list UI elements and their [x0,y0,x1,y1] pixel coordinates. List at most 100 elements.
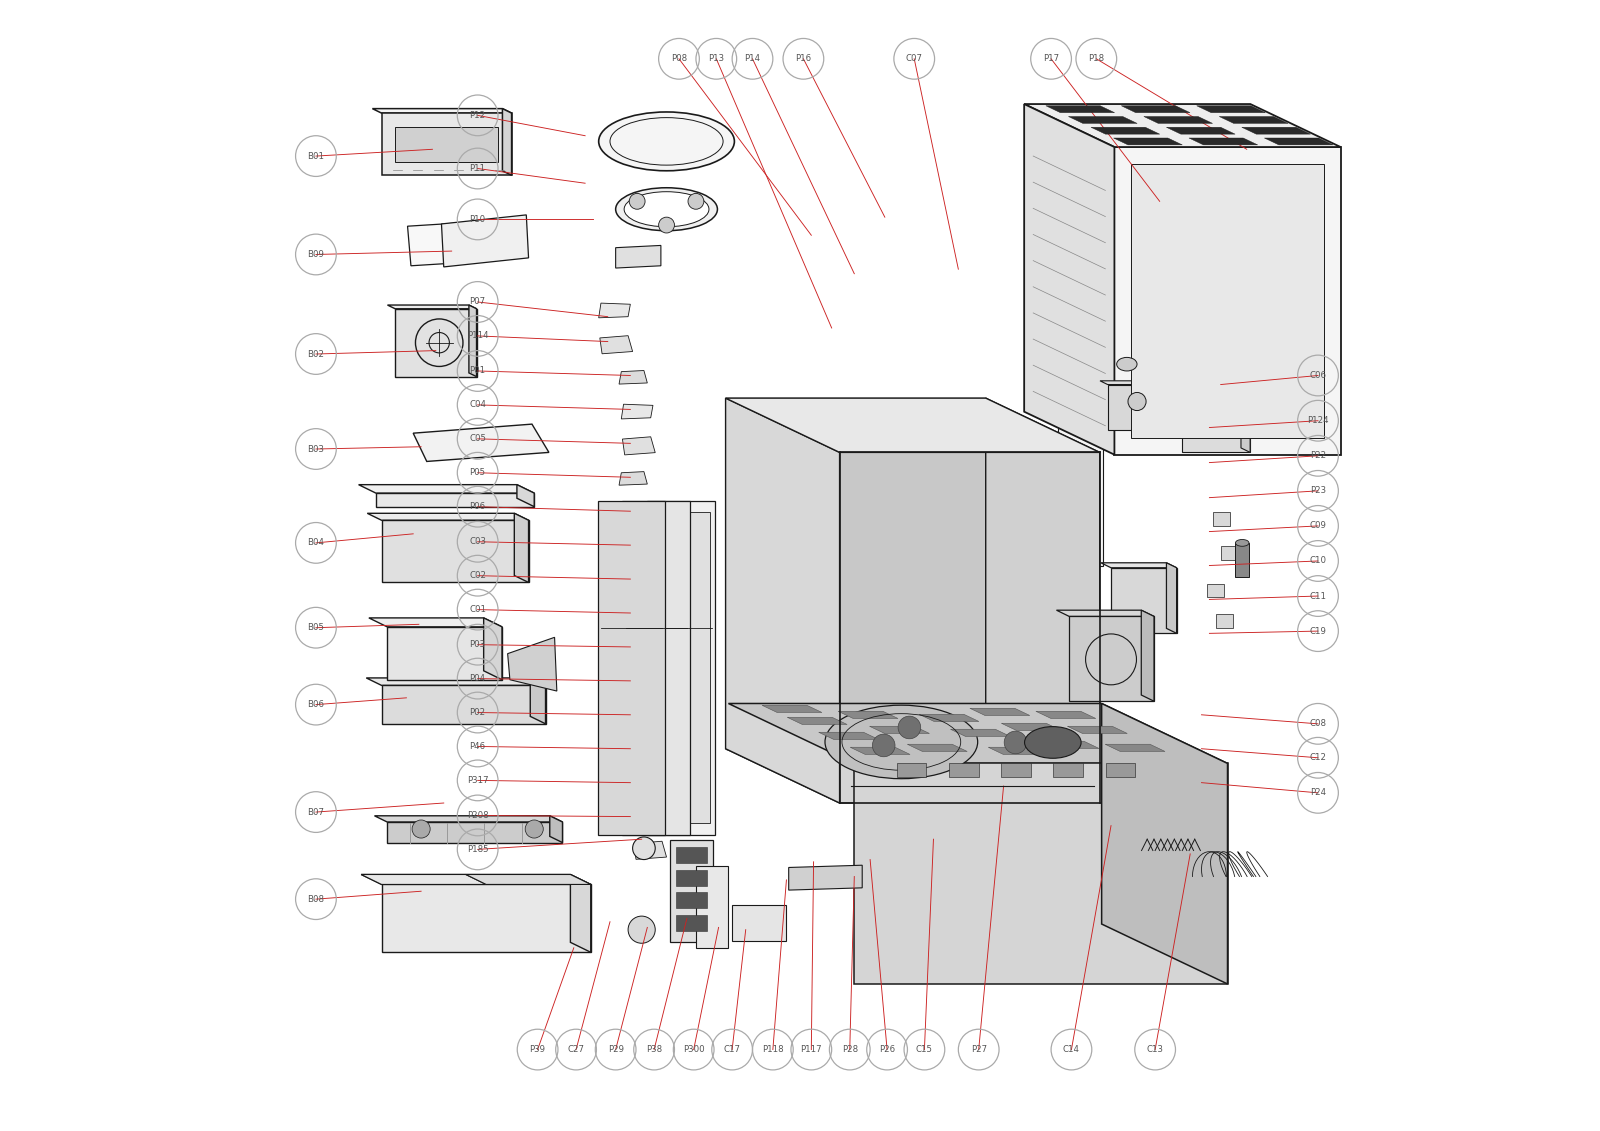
Polygon shape [1131,164,1323,438]
Polygon shape [387,305,477,309]
Polygon shape [381,685,546,724]
Polygon shape [819,732,878,740]
Polygon shape [621,708,653,723]
Circle shape [1005,731,1027,753]
Text: P16: P16 [795,54,811,63]
Polygon shape [854,763,1227,984]
Polygon shape [368,513,528,520]
Polygon shape [514,513,528,582]
Text: C01: C01 [469,605,486,614]
Text: P39: P39 [530,1045,546,1054]
Text: C13: C13 [1147,1045,1163,1054]
Text: P02: P02 [470,708,486,717]
Polygon shape [442,215,528,267]
Text: C09: C09 [1309,521,1326,530]
Ellipse shape [1024,726,1082,758]
Polygon shape [949,763,979,777]
Text: P12: P12 [470,111,486,120]
Polygon shape [1024,104,1115,455]
Text: C12: C12 [1309,753,1326,762]
Text: P14: P14 [744,54,760,63]
Circle shape [1117,381,1157,422]
Polygon shape [1069,116,1138,123]
Circle shape [629,916,656,943]
Text: P208: P208 [467,811,488,820]
Polygon shape [381,520,528,582]
Circle shape [525,820,544,838]
Polygon shape [1173,400,1250,405]
Polygon shape [725,749,1099,803]
Polygon shape [622,740,656,758]
Polygon shape [619,371,648,385]
Circle shape [659,217,675,233]
Polygon shape [725,398,1099,452]
Ellipse shape [1235,539,1250,546]
Polygon shape [1002,763,1030,777]
Text: B01: B01 [307,152,325,161]
Polygon shape [1182,405,1250,452]
Polygon shape [358,485,534,493]
Polygon shape [1139,381,1147,430]
Text: C02: C02 [469,571,486,580]
Bar [1221,546,1238,560]
Ellipse shape [598,112,734,171]
Polygon shape [789,865,862,890]
Polygon shape [376,493,534,507]
Text: P46: P46 [470,742,486,751]
Polygon shape [1114,138,1182,145]
Circle shape [632,837,656,860]
Text: P27: P27 [971,1045,987,1054]
Polygon shape [634,841,667,860]
Polygon shape [621,809,653,823]
Polygon shape [502,109,512,175]
Circle shape [898,716,920,739]
Polygon shape [907,744,968,751]
Polygon shape [1242,128,1310,135]
Polygon shape [571,874,590,952]
Polygon shape [1115,147,1341,455]
Polygon shape [648,501,715,835]
Text: P29: P29 [608,1045,624,1054]
Text: C27: C27 [568,1045,584,1054]
Polygon shape [696,866,728,948]
Polygon shape [787,717,846,725]
Polygon shape [622,501,690,835]
Polygon shape [1002,723,1061,731]
Polygon shape [1197,106,1266,113]
Polygon shape [374,815,563,822]
Polygon shape [1069,616,1154,701]
Polygon shape [507,638,557,691]
Polygon shape [373,109,512,113]
Polygon shape [1035,711,1096,718]
Text: P22: P22 [1310,451,1326,460]
Bar [675,892,707,908]
Text: C17: C17 [723,1045,741,1054]
Text: B07: B07 [307,808,325,817]
Polygon shape [1166,128,1235,135]
Polygon shape [1141,611,1154,701]
Text: C15: C15 [915,1045,933,1054]
Polygon shape [600,336,632,354]
Polygon shape [1219,116,1288,123]
Polygon shape [619,674,648,688]
Circle shape [629,193,645,209]
Text: B05: B05 [307,623,325,632]
Text: P01: P01 [470,366,486,375]
Text: P03: P03 [470,640,486,649]
Ellipse shape [616,188,717,231]
Polygon shape [598,303,630,318]
Polygon shape [896,763,926,777]
Polygon shape [986,398,1099,803]
Ellipse shape [624,192,709,226]
Polygon shape [395,309,477,377]
Bar [675,870,707,886]
Polygon shape [619,472,648,485]
Polygon shape [408,221,501,266]
Polygon shape [413,424,549,461]
Text: C05: C05 [469,434,486,443]
Polygon shape [1053,763,1083,777]
Polygon shape [869,726,930,734]
Polygon shape [469,305,477,377]
Text: C06: C06 [1309,371,1326,380]
Polygon shape [362,874,590,884]
